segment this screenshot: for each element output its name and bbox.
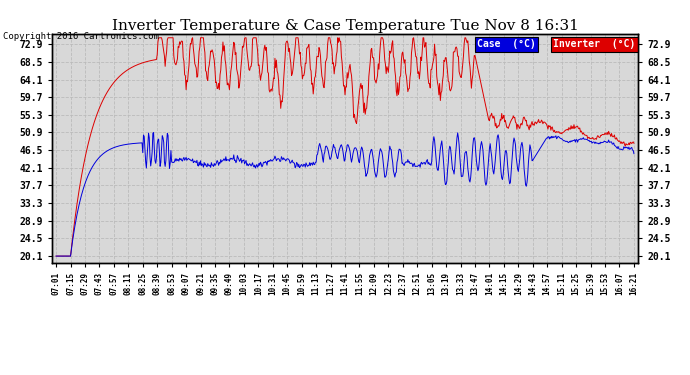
Text: Copyright 2016 Cartronics.com: Copyright 2016 Cartronics.com [3,32,159,41]
Text: Inverter  (°C): Inverter (°C) [553,39,635,50]
Title: Inverter Temperature & Case Temperature Tue Nov 8 16:31: Inverter Temperature & Case Temperature … [112,19,578,33]
Text: Case  (°C): Case (°C) [477,39,535,50]
